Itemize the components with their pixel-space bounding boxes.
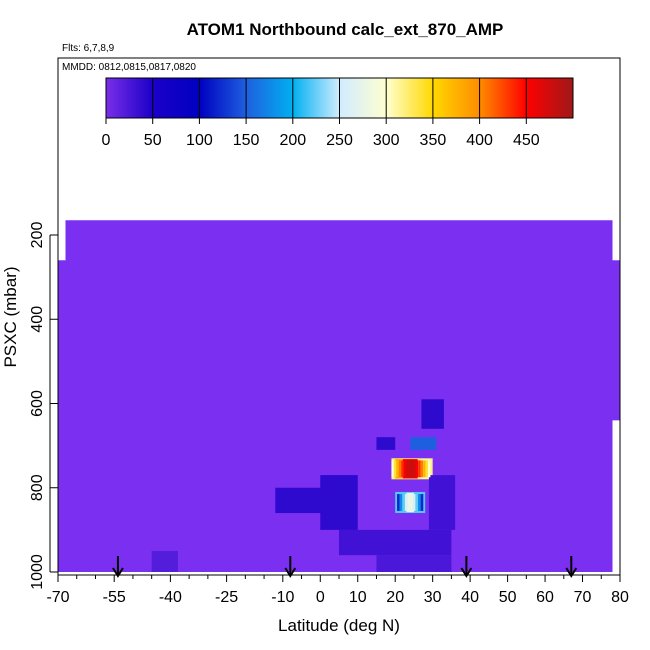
colorbar-tick-label: 250 <box>326 132 353 149</box>
heatmap-cell <box>428 475 456 530</box>
x-tick-label: 30 <box>424 589 442 606</box>
heatmap-cell <box>398 460 402 478</box>
x-tick-label: -10 <box>271 589 294 606</box>
heatmap-cell <box>399 494 403 511</box>
chart-title: ATOM1 Northbound calc_ext_870_AMP <box>187 20 504 39</box>
heatmap-cell <box>418 494 421 511</box>
heatmap-cell <box>275 487 332 514</box>
marker-arrow-head <box>565 567 578 578</box>
heatmap-cell <box>407 494 411 511</box>
x-tick-label: 40 <box>461 589 479 606</box>
heatmap-cell <box>376 555 452 572</box>
x-tick-label: 50 <box>499 589 517 606</box>
heatmap-cell <box>396 460 399 478</box>
heatmap-cell <box>427 460 431 478</box>
colorbar-tick-label: 0 <box>102 132 111 149</box>
x-tick-label: 10 <box>349 589 367 606</box>
heatmap-cell <box>425 460 428 478</box>
colorbar: 0 50 100 150 200 250 300 350 400 450 <box>102 77 574 149</box>
heatmap-cell <box>403 460 407 478</box>
heatmap-cell <box>410 494 413 511</box>
y-axis-label: PSXC (mbar) <box>1 266 20 367</box>
heatmap-cell <box>412 494 416 511</box>
y-tick-label: 200 <box>29 222 46 249</box>
heatmap-cell <box>415 494 419 511</box>
colorbar-tick-label: 50 <box>144 132 162 149</box>
data-field-edge <box>58 260 66 572</box>
heatmap-cell <box>376 437 396 450</box>
heatmap-cell <box>404 494 408 511</box>
x-tick-label: -70 <box>46 589 69 606</box>
x-tick-label: -55 <box>103 589 126 606</box>
colorbar-tick-label: 350 <box>420 132 447 149</box>
y-tick-label: 1000 <box>29 554 46 590</box>
marker-layer <box>112 556 578 578</box>
heatmap-cell <box>393 460 397 478</box>
x-tick-label: -25 <box>215 589 238 606</box>
flights-note: Flts: 6,7,8,9 <box>62 43 115 54</box>
heatmap-cell <box>415 460 419 478</box>
colorbar-tick-label: 100 <box>186 132 213 149</box>
x-axis: -70 -55 -40 -25 -10 0 10 20 30 40 50 60 70 80 <box>46 575 629 606</box>
marker-arrow-head <box>112 567 124 578</box>
heatmap-cell <box>408 460 411 478</box>
marker-arrow-head <box>284 567 297 578</box>
x-tick-label: 70 <box>574 589 592 606</box>
x-axis-label: Latitude (deg N) <box>278 616 400 635</box>
heatmap-cell <box>423 460 426 478</box>
heatmap-cell <box>401 460 404 478</box>
heatmap-cell <box>420 494 424 511</box>
x-tick-label: 20 <box>386 589 404 606</box>
marker-arrow-head <box>460 567 473 578</box>
x-tick-label: -40 <box>159 589 182 606</box>
heatmap-cell <box>391 460 394 478</box>
heatmap-cell <box>410 460 414 478</box>
dates-note: MMDD: 0812,0815,0817,0820 <box>62 62 196 73</box>
x-tick-label: 60 <box>536 589 554 606</box>
heatmap-cell <box>420 460 424 478</box>
heatmap-cell <box>418 460 421 478</box>
colorbar-tick-label: 400 <box>466 132 493 149</box>
heatmap-cell <box>410 437 437 450</box>
heatmap-cell <box>151 550 178 572</box>
heatmap-cell <box>413 460 416 478</box>
heatmap-cell <box>339 529 452 556</box>
colorbar-tick-label: 300 <box>373 132 400 149</box>
heatmap-cell <box>406 460 409 478</box>
y-tick-label: 400 <box>29 306 46 333</box>
heatmap-cell <box>397 494 400 511</box>
y-tick-label: 800 <box>29 474 46 501</box>
x-tick-label: 0 <box>316 589 325 606</box>
heatmap-cell <box>421 399 444 429</box>
y-tick-label: 600 <box>29 390 46 417</box>
data-field-edge <box>612 260 620 421</box>
colorbar-tick-label: 200 <box>279 132 306 149</box>
heatmap-cell <box>402 494 405 511</box>
colorbar-tick-label: 450 <box>513 132 540 149</box>
x-tick-label: 80 <box>611 589 629 606</box>
plot-area <box>58 220 620 572</box>
y-axis: 200 400 600 800 1000 <box>29 222 58 590</box>
colorbar-tick-label: 150 <box>233 132 260 149</box>
